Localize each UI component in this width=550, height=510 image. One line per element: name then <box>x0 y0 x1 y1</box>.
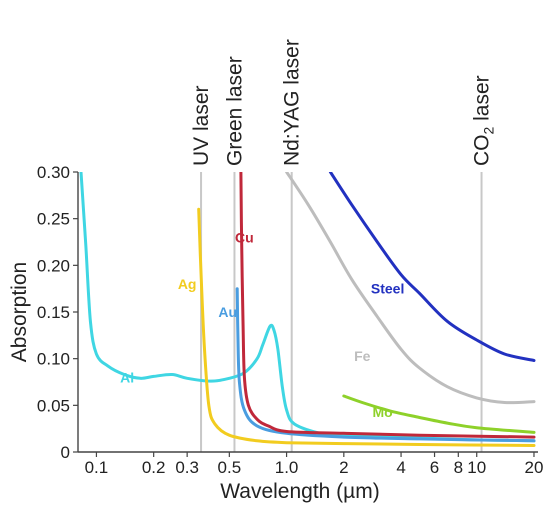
series-line-steel <box>328 172 536 362</box>
y-tick-label-0-10: 0.10 <box>37 350 70 369</box>
series-label-au: Au <box>218 304 237 320</box>
series-line-ag <box>197 207 536 447</box>
laser-lines-group: UV laser Green laser Nd:YAG laser CO2 laser <box>190 39 497 452</box>
series-label-fe: Fe <box>354 348 371 364</box>
x-tick-label-20: 20 <box>525 458 544 477</box>
laser-label-green-laser: Green laser <box>223 56 246 166</box>
series-line-fe <box>285 172 536 405</box>
y-tick-label-0-20: 0.20 <box>37 256 70 275</box>
series-label-ag: Ag <box>178 276 197 292</box>
x-tick-label-8: 8 <box>454 458 463 477</box>
axes-group <box>77 172 538 453</box>
x-tick-label-0-3: 0.3 <box>175 458 199 477</box>
y-tick-label-0-05: 0.05 <box>37 396 70 415</box>
series-label-steel: Steel <box>371 281 404 297</box>
x-tick-label-6: 6 <box>430 458 439 477</box>
y-axis-title: Absorption <box>8 262 31 362</box>
y-tick-label-0: 0 <box>61 443 70 462</box>
series-line-al <box>79 172 536 443</box>
laser-label-uv-laser: UV laser <box>190 85 213 166</box>
series-label-mo: Mo <box>373 404 393 420</box>
x-axis-title: Wavelength (µm) <box>220 480 380 503</box>
y-tick-label-0-30: 0.30 <box>37 163 70 182</box>
series-group <box>79 172 536 447</box>
x-tick-label-10: 10 <box>467 458 486 477</box>
x-tick-label-0-5: 0.5 <box>218 458 242 477</box>
series-label-al: Al <box>120 369 134 385</box>
laser-label-nd-yag-laser: Nd:YAG laser <box>281 39 304 166</box>
series-labels-group: Al Ag Au Cu Fe Steel Mo <box>120 229 404 420</box>
x-tick-label-1-0: 1.0 <box>275 458 299 477</box>
y-tick-label-0-15: 0.15 <box>37 303 70 322</box>
ticks-group: 0 0.05 0.10 0.15 0.20 0.25 0.30 0.1 0.2 0.3 0.5 1.0… <box>37 163 544 477</box>
y-tick-label-0-25: 0.25 <box>37 210 70 229</box>
x-tick-label-0-1: 0.1 <box>85 458 109 477</box>
x-tick-label-0-2: 0.2 <box>142 458 166 477</box>
series-line-cu <box>239 172 536 439</box>
series-line-mo <box>342 394 536 434</box>
series-line-au <box>235 287 536 443</box>
x-tick-label-2: 2 <box>339 458 348 477</box>
x-tick-label-4: 4 <box>396 458 405 477</box>
series-label-cu: Cu <box>235 229 254 245</box>
laser-label-co2-laser: CO2 laser <box>471 75 497 166</box>
